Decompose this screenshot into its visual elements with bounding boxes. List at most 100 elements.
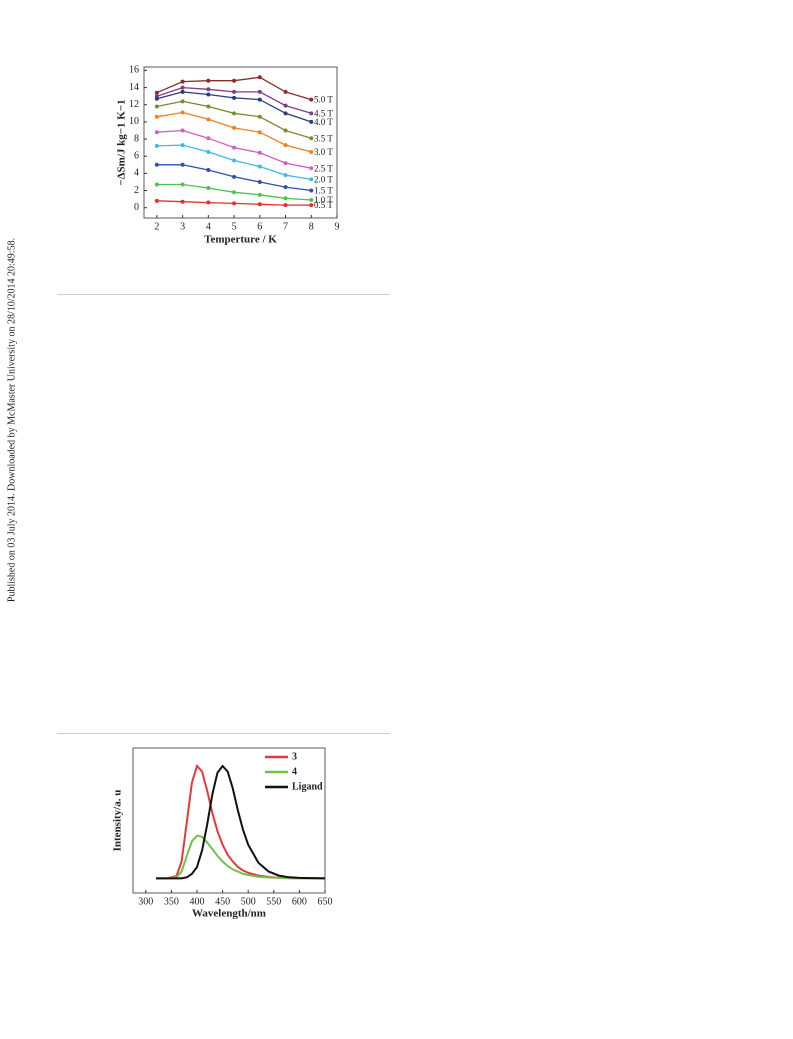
data-point: [309, 177, 314, 182]
data-point: [180, 199, 185, 204]
y-tick-label: 4: [134, 168, 139, 179]
y-tick-label: 14: [129, 82, 139, 93]
y-tick-label: 2: [134, 185, 139, 196]
data-point: [283, 103, 288, 108]
data-point: [283, 203, 288, 208]
data-point: [154, 182, 159, 187]
data-point: [232, 190, 237, 195]
series-label: 2.5 T: [314, 163, 333, 173]
data-point: [232, 111, 237, 116]
x-tick-label: 650: [318, 896, 333, 907]
data-point: [180, 85, 185, 90]
data-point: [180, 143, 185, 148]
series-label: 4.5 T: [314, 108, 333, 118]
data-point: [232, 201, 237, 206]
data-point: [257, 179, 262, 184]
data-point: [180, 162, 185, 167]
data-point: [232, 89, 237, 94]
legend-label: 4: [292, 766, 297, 777]
series-label: 2.0 T: [314, 174, 333, 184]
data-point: [283, 196, 288, 201]
data-point: [283, 128, 288, 133]
data-point: [309, 188, 314, 193]
data-point: [257, 150, 262, 155]
legend-label: 3: [292, 751, 297, 762]
data-point: [232, 158, 237, 163]
data-point: [232, 78, 237, 83]
data-point: [232, 95, 237, 100]
data-point: [257, 202, 262, 207]
data-point: [180, 128, 185, 133]
data-point: [283, 161, 288, 166]
data-point: [206, 92, 211, 97]
data-point: [232, 174, 237, 179]
data-point: [283, 89, 288, 94]
data-point: [180, 182, 185, 187]
data-point: [154, 104, 159, 109]
data-point: [154, 143, 159, 148]
data-point: [154, 90, 159, 95]
x-tick-label: 600: [292, 896, 307, 907]
x-tick-label: 350: [164, 896, 179, 907]
data-point: [257, 75, 262, 80]
series-label: 3.5 T: [314, 133, 333, 143]
y-tick-label: 10: [129, 116, 139, 127]
x-tick-label: 450: [215, 896, 230, 907]
data-point: [283, 111, 288, 116]
data-point: [283, 143, 288, 148]
data-point: [206, 117, 211, 122]
data-point: [257, 114, 262, 119]
x-tick-label: 6: [257, 221, 262, 232]
data-point: [206, 200, 211, 205]
data-point: [206, 149, 211, 154]
data-point: [180, 99, 185, 104]
data-point: [180, 79, 185, 84]
series-line: [156, 764, 326, 880]
series-label: 1.5 T: [314, 186, 333, 196]
data-point: [257, 89, 262, 94]
y-tick-label: 12: [129, 99, 139, 110]
x-tick-label: 4: [206, 221, 211, 232]
data-point: [257, 97, 262, 102]
y-tick-label: 8: [134, 133, 139, 144]
data-point: [309, 166, 314, 171]
x-tick-label: 500: [241, 896, 256, 907]
side-note: Published on 03 July 2014. Downloaded by…: [6, 238, 17, 602]
x-tick-label: 400: [190, 896, 205, 907]
data-point: [232, 145, 237, 150]
y-tick-label: 0: [134, 202, 139, 213]
y-tick-label: 16: [129, 65, 139, 76]
plot-frame: [143, 66, 338, 219]
legend-label: Ligand: [292, 781, 323, 792]
data-point: [309, 136, 314, 141]
series-label: 1.0 T: [314, 195, 333, 205]
plot-frame: [132, 747, 326, 894]
data-point: [257, 192, 262, 197]
y-axis-label: Intensity/a. u: [112, 790, 124, 852]
data-point: [154, 130, 159, 135]
data-point: [309, 119, 314, 124]
data-point: [309, 97, 314, 102]
x-tick-label: 300: [138, 896, 153, 907]
series-line: [156, 834, 326, 880]
series-label: 0.5 T: [314, 200, 333, 210]
data-point: [180, 110, 185, 115]
data-point: [180, 89, 185, 94]
x-axis-label: Wavelength/nm: [192, 908, 266, 920]
data-point: [206, 87, 211, 92]
y-axis-label: −ΔSm/J kg−1 K−1: [116, 99, 128, 185]
series-label: 4.0 T: [314, 117, 333, 127]
x-tick-label: 3: [180, 221, 185, 232]
data-point: [309, 197, 314, 202]
x-tick-label: 9: [335, 221, 340, 232]
y-tick-label: 6: [134, 151, 139, 162]
x-tick-label: 8: [309, 221, 314, 232]
data-point: [206, 185, 211, 190]
data-point: [309, 111, 314, 116]
x-tick-label: 7: [283, 221, 288, 232]
rule: [57, 294, 390, 295]
series-label: 3.0 T: [314, 147, 333, 157]
data-point: [206, 167, 211, 172]
